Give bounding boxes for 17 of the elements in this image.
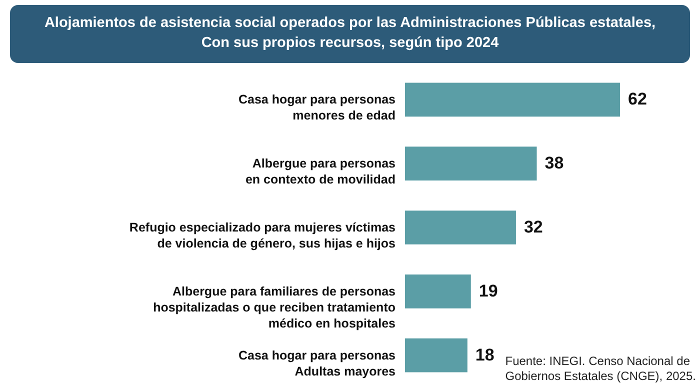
- bar: [405, 82, 620, 117]
- bar: [405, 274, 471, 308]
- data-label: 19: [478, 281, 498, 300]
- bar: [405, 146, 537, 181]
- data-label: 32: [524, 218, 543, 236]
- data-label: 18: [475, 345, 494, 364]
- data-label: 38: [544, 154, 564, 173]
- bar: [405, 210, 516, 244]
- bar: [405, 338, 468, 372]
- annotation: Fuente: INEGI. Censo Nacional de Gobiernos Estatales (CNGE), 2025.: [505, 354, 696, 385]
- y-tick-label: Albergue para familiares de personas hospitalizadas o que reciben tratamiento médico en hospitales: [153, 284, 396, 330]
- data-label: 62: [628, 90, 647, 109]
- chart-title: Alojamientos de asistencia social operados por las Administraciones Públicas estatales, Con sus propios recursos, según tipo 2024: [10, 5, 690, 63]
- y-tick-label: Casa hogar para personas Adultas mayores: [238, 348, 396, 378]
- y-tick-label: Casa hogar para personas menores de edad: [238, 92, 396, 123]
- y-tick-label: Refugio especializado para mujeres víctimas de violencia de género, sus hijas e hijos: [129, 220, 396, 250]
- y-tick-label: Albergue para personas en contexto de movilidad: [245, 156, 396, 187]
